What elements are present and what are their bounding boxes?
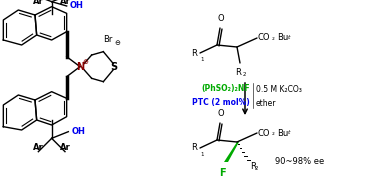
Text: Ar: Ar bbox=[33, 143, 44, 152]
Text: ⊖: ⊖ bbox=[114, 40, 120, 46]
Text: 90~98% ee: 90~98% ee bbox=[275, 157, 324, 167]
Text: ether: ether bbox=[256, 98, 277, 108]
Text: Bu: Bu bbox=[277, 33, 288, 43]
Text: 1: 1 bbox=[200, 152, 204, 157]
Text: CO: CO bbox=[258, 33, 270, 43]
Text: O: O bbox=[218, 14, 224, 23]
Text: OH: OH bbox=[70, 2, 84, 11]
Text: Ar: Ar bbox=[59, 143, 70, 152]
Text: CO: CO bbox=[258, 129, 270, 138]
Text: Br: Br bbox=[103, 36, 113, 44]
Text: R: R bbox=[235, 68, 241, 77]
Text: 1: 1 bbox=[200, 57, 204, 62]
Text: R: R bbox=[191, 143, 197, 153]
Text: 2: 2 bbox=[255, 166, 258, 171]
Text: Ar: Ar bbox=[33, 0, 44, 6]
Text: OH: OH bbox=[71, 127, 85, 136]
Text: t: t bbox=[288, 35, 291, 40]
Text: PTC (2 mol%): PTC (2 mol%) bbox=[192, 98, 250, 108]
Text: O: O bbox=[218, 109, 224, 118]
Text: R: R bbox=[250, 162, 256, 171]
Text: 2: 2 bbox=[243, 72, 246, 77]
Text: ₂: ₂ bbox=[272, 130, 275, 136]
Polygon shape bbox=[224, 142, 239, 162]
Text: S: S bbox=[110, 62, 117, 72]
Text: (PhSO₂)₂NF: (PhSO₂)₂NF bbox=[201, 84, 250, 94]
Text: F: F bbox=[219, 168, 225, 178]
Text: R: R bbox=[191, 49, 197, 57]
Text: 0.5 M K₂CO₃: 0.5 M K₂CO₃ bbox=[256, 84, 302, 94]
Text: N: N bbox=[76, 62, 84, 72]
Text: t: t bbox=[288, 130, 291, 135]
Text: Ar: Ar bbox=[59, 0, 70, 6]
Text: ⊕: ⊕ bbox=[82, 59, 88, 65]
Text: ₂: ₂ bbox=[272, 35, 275, 41]
Text: Bu: Bu bbox=[277, 129, 288, 138]
